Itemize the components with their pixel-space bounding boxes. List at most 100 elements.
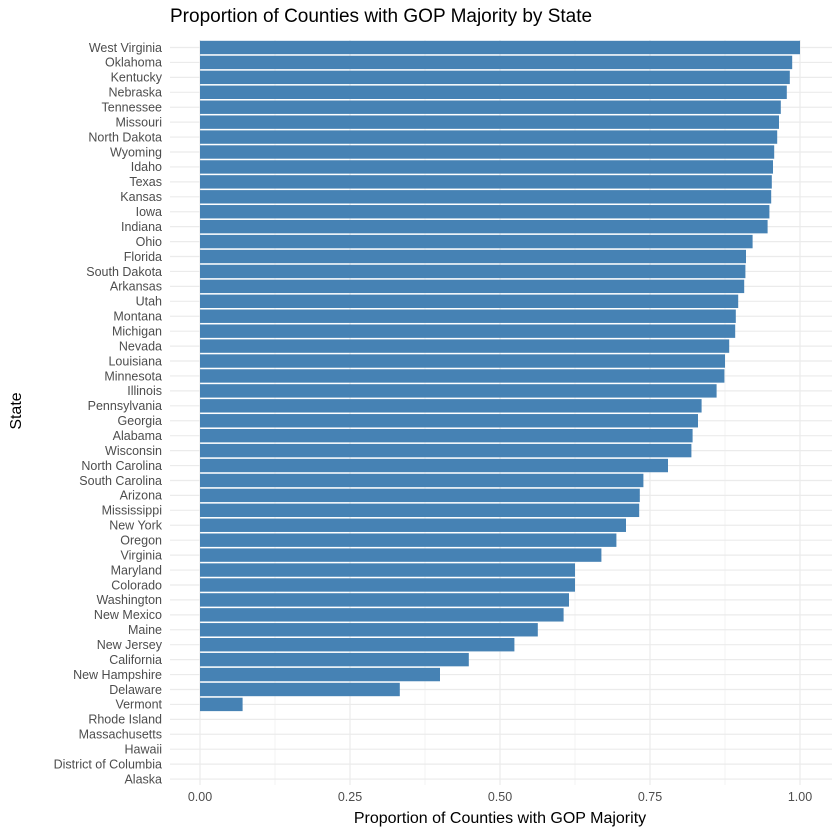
chart-title: Proportion of Counties with GOP Majority… xyxy=(170,6,593,27)
y-tick-label: Idaho xyxy=(131,160,162,174)
y-tick-label: Maryland xyxy=(111,563,162,577)
y-tick-label: District of Columbia xyxy=(54,757,162,771)
bar-oregon xyxy=(200,533,617,547)
y-tick-label: Iowa xyxy=(136,205,162,219)
bar-minnesota xyxy=(200,369,725,383)
y-tick-label: Arkansas xyxy=(110,280,162,294)
bar-maryland xyxy=(200,563,575,577)
y-tick-label: Massachusetts xyxy=(79,728,162,742)
bar-tennessee xyxy=(200,100,781,114)
bar-idaho xyxy=(200,160,773,174)
y-tick-label: Washington xyxy=(96,593,162,607)
y-tick-label: South Dakota xyxy=(86,265,162,279)
y-tick-label: West Virginia xyxy=(89,41,162,55)
bar-pennsylvania xyxy=(200,399,702,413)
bar-nebraska xyxy=(200,85,787,99)
y-tick-label: Louisiana xyxy=(108,354,162,368)
bar-montana xyxy=(200,309,736,323)
bar-vermont xyxy=(200,697,243,712)
bar-alabama xyxy=(200,428,693,443)
x-axis-label: Proportion of Counties with GOP Majority xyxy=(353,810,647,827)
bar-north-carolina xyxy=(200,458,668,473)
y-tick-label: New York xyxy=(109,519,163,533)
y-tick-label: Florida xyxy=(124,250,162,264)
y-tick-label: Kansas xyxy=(120,190,162,204)
bar-kansas xyxy=(200,190,772,204)
y-tick-label: Oregon xyxy=(120,533,162,547)
y-axis-label: State xyxy=(8,392,25,430)
bar-washington xyxy=(200,593,569,607)
y-tick-label: Michigan xyxy=(112,324,162,338)
y-tick-label: Alaska xyxy=(124,772,162,786)
y-tick-label: South Carolina xyxy=(79,474,162,488)
bar-west-virginia xyxy=(200,40,800,55)
x-tick-label: 0.25 xyxy=(338,790,362,804)
y-tick-label: Indiana xyxy=(121,220,162,234)
y-tick-label: Pennsylvania xyxy=(88,399,162,413)
bar-south-dakota xyxy=(200,264,746,279)
bar-mississippi xyxy=(200,503,640,518)
y-tick-label: Utah xyxy=(136,295,162,309)
bar-texas xyxy=(200,175,772,189)
y-tick-label: Nebraska xyxy=(109,86,163,100)
bar-louisiana xyxy=(200,354,725,368)
bar-illinois xyxy=(200,384,717,398)
y-tick-label: Maine xyxy=(128,623,162,637)
y-tick-label: Kentucky xyxy=(111,71,163,85)
bar-nevada xyxy=(200,339,730,353)
y-tick-label: Delaware xyxy=(109,683,162,697)
y-tick-label: Minnesota xyxy=(104,369,162,383)
y-tick-label: New Jersey xyxy=(97,638,163,652)
x-tick-label: 1.00 xyxy=(788,790,812,804)
y-tick-label: Tennessee xyxy=(102,101,163,115)
bar-california xyxy=(200,652,469,667)
y-tick-label: Montana xyxy=(113,310,162,324)
bar-new-mexico xyxy=(200,608,564,622)
bar-utah xyxy=(200,294,739,309)
y-tick-label: Wisconsin xyxy=(105,444,162,458)
bar-michigan xyxy=(200,324,736,338)
y-tick-label: Missouri xyxy=(115,115,162,129)
bar-south-carolina xyxy=(200,473,644,488)
bar-georgia xyxy=(200,414,698,428)
y-tick-label: Illinois xyxy=(127,384,162,398)
bar-kentucky xyxy=(200,70,790,85)
bar-new-jersey xyxy=(200,638,515,652)
bar-virginia xyxy=(200,548,602,562)
bar-new-hampshire xyxy=(200,667,440,682)
bar-florida xyxy=(200,249,746,264)
y-tick-label: Nevada xyxy=(119,339,162,353)
y-tick-label: Hawaii xyxy=(124,743,162,757)
bar-indiana xyxy=(200,219,768,234)
y-tick-label: Colorado xyxy=(111,578,162,592)
y-tick-label: Arizona xyxy=(120,489,162,503)
x-tick-label: 0.00 xyxy=(188,790,212,804)
bar-delaware xyxy=(200,682,400,697)
bar-arkansas xyxy=(200,279,745,294)
y-tick-label: Oklahoma xyxy=(105,56,162,70)
bar-oklahoma xyxy=(200,55,793,70)
bar-iowa xyxy=(200,205,770,219)
bar-maine xyxy=(200,623,538,637)
bar-new-york xyxy=(200,518,626,532)
bar-arizona xyxy=(200,488,640,503)
y-tick-label: Ohio xyxy=(136,235,162,249)
y-tick-label: Georgia xyxy=(118,414,163,428)
y-tick-label: Alabama xyxy=(113,429,162,443)
y-tick-label: California xyxy=(109,653,162,667)
y-tick-label: Mississippi xyxy=(102,504,162,518)
y-tick-label: North Dakota xyxy=(88,130,162,144)
bar-colorado xyxy=(200,578,575,592)
y-tick-label: North Carolina xyxy=(81,459,162,473)
bar-wisconsin xyxy=(200,443,692,458)
bar-missouri xyxy=(200,115,779,129)
y-tick-label: Virginia xyxy=(121,548,163,562)
x-tick-label: 0.50 xyxy=(488,790,512,804)
y-tick-label: Texas xyxy=(129,175,162,189)
y-tick-label: Wyoming xyxy=(110,145,162,159)
bar-ohio xyxy=(200,234,753,249)
y-tick-label: Vermont xyxy=(115,698,162,712)
x-tick-label: 0.75 xyxy=(638,790,662,804)
y-tick-label: New Mexico xyxy=(94,608,162,622)
